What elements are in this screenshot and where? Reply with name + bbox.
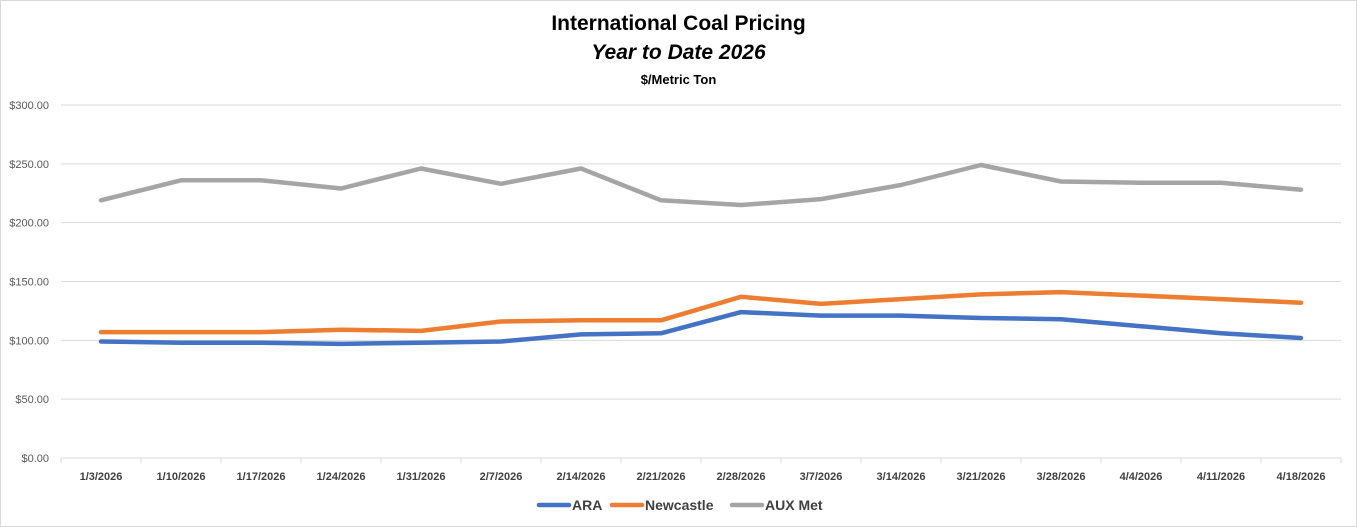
x-tick-label: 1/17/2026 xyxy=(237,471,286,483)
x-tick-label: 1/10/2026 xyxy=(157,471,206,483)
legend-label: AUX Met xyxy=(765,497,823,513)
y-tick-label: $100.00 xyxy=(9,335,49,347)
y-tick-label: $200.00 xyxy=(9,218,49,230)
x-tick-label: 2/21/2026 xyxy=(637,471,686,483)
x-tick-label: 2/28/2026 xyxy=(717,471,766,483)
legend-label: Newcastle xyxy=(645,497,714,513)
y-axis-ticks: $0.00 $50.00 $100.00 $150.00 $200.00 $250.00 $… xyxy=(9,100,49,465)
legend-label: ARA xyxy=(572,497,602,513)
x-tick-label: 4/18/2026 xyxy=(1277,471,1326,483)
x-tick-label: 3/7/2026 xyxy=(800,471,843,483)
legend: ARA Newcastle AUX Met xyxy=(536,497,823,513)
chart-units-label: $/Metric Ton xyxy=(640,72,717,87)
x-tick-label: 3/28/2026 xyxy=(1037,471,1086,483)
x-axis-ticks: 1/3/2026 1/10/2026 1/17/2026 1/24/2026 1/31/… xyxy=(60,458,1342,483)
series-line-newcastle xyxy=(98,289,1304,335)
series-line-aux-met xyxy=(98,162,1304,208)
x-tick-label: 1/24/2026 xyxy=(317,471,366,483)
x-tick-label: 2/14/2026 xyxy=(557,471,606,483)
chart-subtitle: Year to Date 2026 xyxy=(591,41,766,64)
gridlines xyxy=(61,104,1341,459)
y-tick-label: $250.00 xyxy=(9,159,49,171)
x-tick-label: 1/3/2026 xyxy=(80,471,123,483)
x-tick-label: 2/7/2026 xyxy=(480,471,523,483)
x-tick-label: 4/11/2026 xyxy=(1197,471,1245,483)
x-tick-label: 3/21/2026 xyxy=(957,471,1006,483)
chart-title: International Coal Pricing xyxy=(551,12,806,35)
y-tick-label: $0.00 xyxy=(21,453,49,465)
x-tick-label: 4/4/2026 xyxy=(1120,471,1163,483)
x-tick-label: 3/14/2026 xyxy=(877,471,926,483)
y-tick-label: $50.00 xyxy=(15,394,49,406)
y-tick-label: $300.00 xyxy=(9,100,49,112)
y-tick-label: $150.00 xyxy=(9,277,49,289)
series-lines xyxy=(98,162,1304,347)
x-tick-label: 1/31/2026 xyxy=(397,471,446,483)
series-line-ara xyxy=(98,309,1304,347)
